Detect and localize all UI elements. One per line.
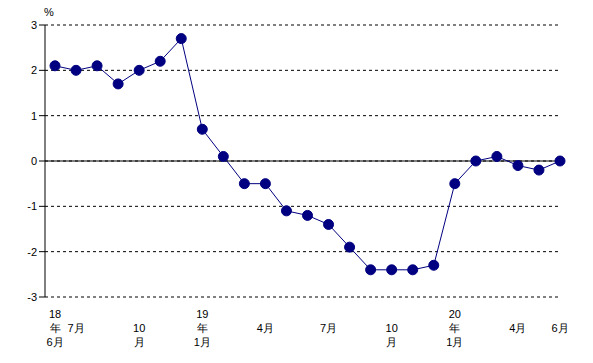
svg-text:月: 月 — [386, 336, 397, 348]
svg-text:1月: 1月 — [446, 336, 463, 348]
svg-text:7月: 7月 — [320, 322, 337, 334]
svg-text:0: 0 — [31, 155, 37, 167]
svg-text:4月: 4月 — [509, 322, 526, 334]
svg-text:6月: 6月 — [46, 336, 63, 348]
svg-text:7月: 7月 — [67, 322, 84, 334]
svg-text:2: 2 — [31, 64, 37, 76]
svg-text:19: 19 — [196, 308, 208, 320]
svg-text:-3: -3 — [27, 291, 37, 303]
svg-text:1: 1 — [31, 110, 37, 122]
svg-text:10: 10 — [133, 322, 145, 334]
svg-text:-2: -2 — [27, 246, 37, 258]
svg-text:年: 年 — [50, 322, 61, 334]
svg-text:1月: 1月 — [194, 336, 211, 348]
svg-text:-1: -1 — [27, 200, 37, 212]
svg-text:20: 20 — [449, 308, 461, 320]
svg-text:年: 年 — [197, 322, 208, 334]
svg-text:18: 18 — [49, 308, 61, 320]
svg-text:6月: 6月 — [551, 322, 568, 334]
svg-text:10: 10 — [386, 322, 398, 334]
svg-text:4月: 4月 — [257, 322, 274, 334]
svg-text:年: 年 — [449, 322, 460, 334]
svg-text:月: 月 — [134, 336, 145, 348]
svg-text:3: 3 — [31, 19, 37, 31]
